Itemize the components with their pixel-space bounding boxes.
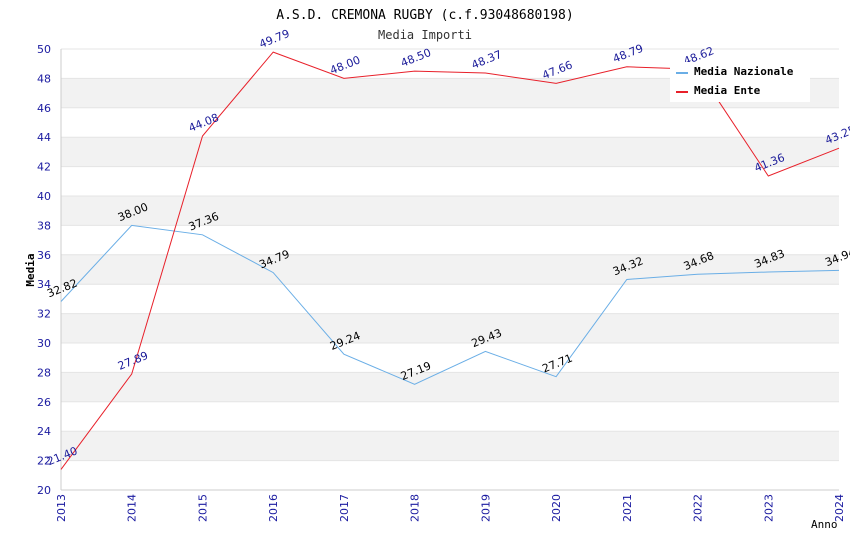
y-tick-label: 50 [37, 43, 51, 56]
y-tick-label: 36 [37, 249, 51, 262]
legend-label-ente: Media Ente [694, 84, 761, 97]
grid-band [61, 166, 839, 196]
x-tick-label: 2018 [409, 494, 422, 522]
y-tick-label: 38 [37, 219, 51, 232]
series-line-nazionale [60, 224, 840, 385]
grid-band [61, 372, 839, 402]
y-tick-label: 34 [37, 278, 51, 291]
grid-band [61, 225, 839, 255]
y-tick-label: 22 [37, 455, 51, 468]
y-tick-label: 26 [37, 396, 51, 409]
x-tick-label: 2016 [267, 494, 280, 522]
x-tick-label: 2021 [621, 494, 634, 522]
legend-box [670, 62, 810, 102]
grid-band [61, 460, 839, 490]
data-label: 49.79 [257, 27, 291, 51]
grid-band [61, 431, 839, 461]
grid-band [61, 284, 839, 314]
grid-band [61, 401, 839, 432]
x-tick-label: 2014 [126, 494, 139, 522]
chart-title: A.S.D. CREMONA RUGBY (c.f.93048680198) [276, 8, 573, 23]
grid-band [61, 107, 839, 138]
grid-band [61, 254, 839, 285]
x-tick-label: 2023 [762, 494, 775, 522]
y-tick-label: 20 [37, 484, 51, 497]
grid-band [61, 196, 839, 226]
x-tick-label: 2024 [833, 494, 846, 522]
y-tick-label: 32 [37, 308, 51, 321]
y-axis-label: Media [24, 253, 37, 286]
legend-label-nazionale: Media Nazionale [694, 65, 794, 78]
legend: Media Nazionale Media Ente [670, 62, 810, 102]
y-tick-label: 24 [37, 425, 51, 438]
grid-bands [61, 48, 839, 491]
y-tick-label: 30 [37, 337, 51, 350]
x-axis-label: Anno [811, 518, 838, 531]
chart-subtitle: Media Importi [378, 28, 472, 42]
x-tick-label: 2020 [550, 494, 563, 522]
y-tick-label: 48 [37, 72, 51, 85]
grid-band [61, 137, 839, 167]
x-axis-ticks: 2013 2014 2015 2016 2017 2018 2019 2020 2021 2022… [55, 494, 846, 522]
y-tick-label: 40 [37, 190, 51, 203]
y-tick-label: 46 [37, 102, 51, 115]
x-tick-label: 2013 [55, 494, 68, 522]
y-tick-label: 28 [37, 366, 51, 379]
x-tick-label: 2015 [196, 494, 209, 522]
x-tick-label: 2022 [692, 494, 705, 522]
y-axis-ticks: 20 22 24 26 28 30 32 34 36 38 40 42 44 46 48 50 [37, 43, 51, 497]
axes [60, 49, 839, 491]
y-tick-label: 44 [37, 131, 51, 144]
y-tick-label: 42 [37, 161, 51, 174]
x-tick-label: 2017 [338, 494, 351, 522]
grid-band [61, 313, 839, 343]
x-tick-label: 2019 [479, 494, 492, 522]
